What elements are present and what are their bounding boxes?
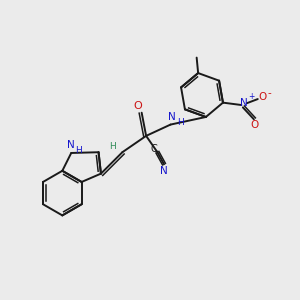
Text: O: O	[134, 101, 142, 111]
Text: N: N	[67, 140, 74, 150]
Text: O: O	[250, 120, 259, 130]
Text: N: N	[241, 98, 248, 108]
Text: N: N	[160, 166, 168, 176]
Text: H: H	[110, 142, 116, 152]
Text: +: +	[248, 92, 254, 100]
Text: O: O	[258, 92, 266, 102]
Text: H: H	[177, 118, 183, 127]
Text: H: H	[75, 146, 82, 155]
Text: C: C	[151, 144, 157, 154]
Text: N: N	[168, 112, 176, 122]
Text: -: -	[267, 88, 271, 98]
